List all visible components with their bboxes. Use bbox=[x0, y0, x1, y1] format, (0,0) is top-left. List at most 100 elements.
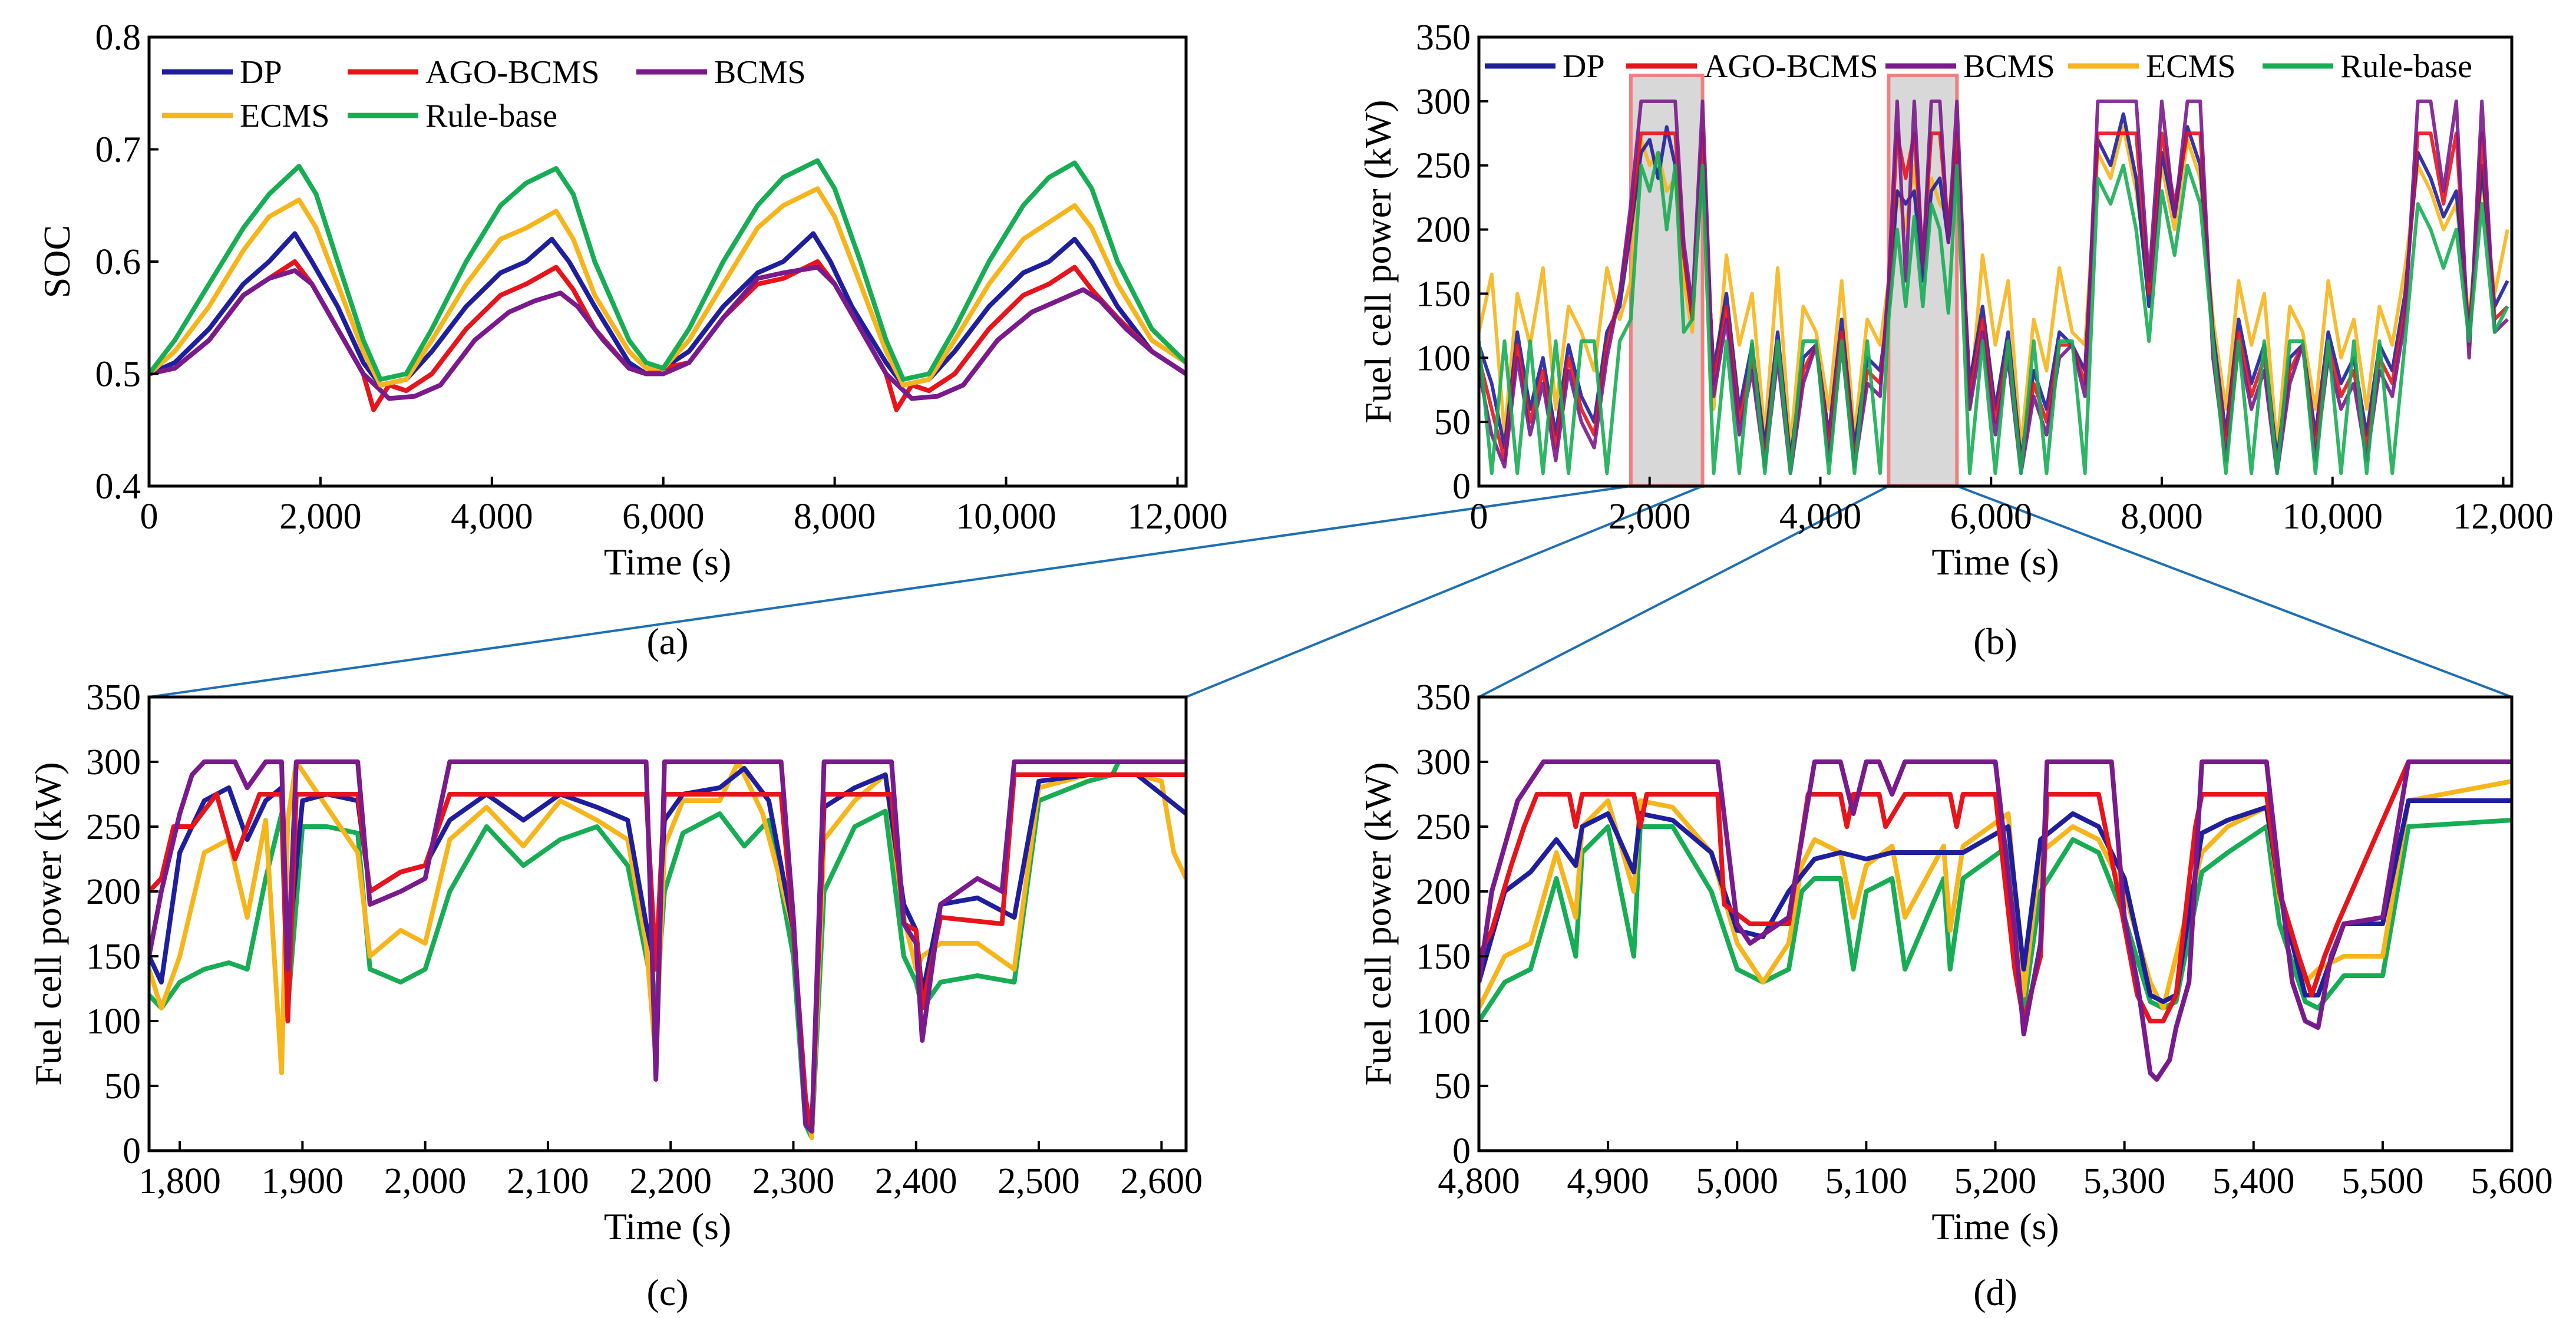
panel-a: 0 2,000 4,000 6,000 8,000 10,000 12,000 0.4 0.5 0… bbox=[36, 18, 1228, 662]
series-line-rule-base bbox=[1479, 818, 2512, 1023]
y-tick-label: 200 bbox=[1416, 210, 1471, 250]
x-tick-label: 1,800 bbox=[138, 1161, 221, 1201]
series-line-rule-base bbox=[1479, 150, 2509, 475]
series-line-ecms bbox=[149, 186, 1186, 388]
y-tick-label: 50 bbox=[1434, 1066, 1471, 1106]
x-tick-label: 8,000 bbox=[794, 497, 876, 537]
x-tick-label: 2,300 bbox=[752, 1161, 835, 1201]
series-line-bcms bbox=[1479, 759, 2512, 1082]
x-tick-label: 6,000 bbox=[1950, 497, 2033, 537]
x-tick-label: 5,300 bbox=[2083, 1161, 2166, 1201]
x-axis-label: Time (s) bbox=[1931, 1205, 2059, 1247]
x-tick-label: 5,200 bbox=[1954, 1161, 2037, 1201]
y-tick-label: 300 bbox=[86, 742, 141, 782]
x-tick-label: 2,000 bbox=[279, 497, 362, 537]
y-tick-label: 100 bbox=[1416, 1002, 1471, 1042]
legend-label: ECMS bbox=[2146, 48, 2236, 85]
zoom-connector-line-2 bbox=[1185, 485, 1703, 698]
x-tick-label: 4,000 bbox=[451, 497, 533, 537]
x-tick-label: 12,000 bbox=[1127, 497, 1228, 537]
x-axis-label: Time (s) bbox=[604, 541, 731, 583]
y-tick-label: 250 bbox=[86, 807, 141, 847]
x-tick-label: 4,000 bbox=[1779, 497, 1862, 537]
y-tick-label: 50 bbox=[1434, 402, 1471, 442]
zoom-connector-line-4 bbox=[1956, 485, 2512, 698]
legend-label: Rule-base bbox=[2340, 48, 2472, 85]
panel-d: 4,800 4,900 5,000 5,100 5,200 5,300 5,400 5,500… bbox=[1357, 678, 2553, 1313]
plot-frame bbox=[147, 695, 1188, 1152]
x-tick-label: 2,400 bbox=[875, 1161, 957, 1201]
x-tick-label: 8,000 bbox=[2121, 497, 2203, 537]
x-tick-label: 2,000 bbox=[384, 1161, 467, 1201]
panel-caption: (a) bbox=[646, 620, 688, 662]
y-tick-label: 200 bbox=[86, 872, 141, 912]
x-tick-label: 4,900 bbox=[1567, 1161, 1649, 1201]
x-tick-label: 10,000 bbox=[2283, 497, 2383, 537]
y-tick-label: 100 bbox=[1416, 338, 1471, 378]
legend-label: AGO-BCMS bbox=[425, 54, 600, 91]
y-tick-label: 0.5 bbox=[95, 355, 141, 395]
legend-b: DP AGO-BCMS BCMS ECMS Rule-base bbox=[1485, 48, 2472, 85]
x-tick-label: 2,100 bbox=[507, 1161, 589, 1201]
y-tick-label: 150 bbox=[1416, 274, 1471, 314]
legend-label: DP bbox=[240, 54, 282, 91]
x-tick-label: 6,000 bbox=[622, 497, 705, 537]
series-group bbox=[149, 158, 1186, 412]
y-tick-label: 0.4 bbox=[95, 467, 141, 507]
y-tick-label: 0.6 bbox=[95, 242, 141, 282]
zoom-connector-line-3 bbox=[1478, 485, 1890, 698]
panel-c: 1,800 1,900 2,000 2,100 2,200 2,300 2,400 2,500… bbox=[27, 678, 1203, 1313]
y-tick-label: 50 bbox=[104, 1066, 141, 1106]
legend-label: Rule-base bbox=[425, 98, 557, 134]
x-tick-label: 12,000 bbox=[2453, 497, 2554, 537]
panel-caption: (c) bbox=[646, 1271, 688, 1313]
panel-caption: (d) bbox=[1973, 1271, 2017, 1313]
y-tick-label: 0.8 bbox=[95, 18, 141, 58]
y-tick-label: 300 bbox=[1416, 742, 1471, 782]
x-tick-label: 5,600 bbox=[2471, 1161, 2553, 1201]
y-tick-label: 100 bbox=[86, 1002, 141, 1042]
x-tick-label: 10,000 bbox=[956, 497, 1056, 537]
zoom-overlay-layer bbox=[148, 485, 2512, 698]
legend-a: DP AGO-BCMS BCMS ECMS Rule-base bbox=[162, 54, 806, 134]
zoom-connector-line-1 bbox=[148, 485, 1632, 698]
plot-frame bbox=[1477, 35, 2514, 488]
x-tick-label: 2,600 bbox=[1121, 1161, 1203, 1201]
y-tick-label: 350 bbox=[1416, 678, 1471, 718]
y-axis-label: Fuel cell power (kW) bbox=[1357, 762, 1399, 1085]
legend-label: BCMS bbox=[1963, 48, 2055, 85]
y-axis-label: SOC bbox=[36, 225, 78, 299]
x-tick-label: 2,200 bbox=[629, 1161, 712, 1201]
x-tick-label: 5,400 bbox=[2212, 1161, 2295, 1201]
legend-label: BCMS bbox=[714, 54, 806, 91]
y-tick-label: 350 bbox=[86, 678, 141, 718]
x-tick-label: 2,000 bbox=[1609, 497, 1691, 537]
y-tick-label: 250 bbox=[1416, 807, 1471, 847]
y-tick-label: 200 bbox=[1416, 872, 1471, 912]
series-line-bcms bbox=[149, 265, 1186, 401]
series-line-rule-base bbox=[149, 158, 1186, 382]
x-axis-label: Time (s) bbox=[1931, 541, 2059, 583]
series-line-ago-bcms bbox=[1479, 759, 2512, 1023]
x-tick-label: 5,000 bbox=[1696, 1161, 1779, 1201]
y-tick-label: 0 bbox=[1452, 1131, 1471, 1171]
x-axis-label: Time (s) bbox=[604, 1205, 731, 1247]
x-tick-label: 2,500 bbox=[998, 1161, 1080, 1201]
y-axis-label: Fuel cell power (kW) bbox=[1357, 100, 1399, 423]
x-tick-label: 4,800 bbox=[1438, 1161, 1520, 1201]
y-tick-label: 350 bbox=[1416, 18, 1471, 58]
x-tick-label: 5,500 bbox=[2341, 1161, 2424, 1201]
series-line-ago-bcms bbox=[149, 772, 1186, 1134]
y-tick-label: 0.7 bbox=[95, 130, 141, 170]
y-tick-label: 150 bbox=[1416, 937, 1471, 977]
legend-label: AGO-BCMS bbox=[1704, 48, 1878, 85]
y-tick-label: 0 bbox=[123, 1131, 141, 1171]
x-tick-label: 1,900 bbox=[262, 1161, 344, 1201]
series-group bbox=[1479, 759, 2512, 1082]
series-group bbox=[1479, 99, 2509, 475]
x-tick-label: 0 bbox=[140, 497, 158, 537]
x-tick-label: 0 bbox=[1470, 497, 1488, 537]
y-axis-label: Fuel cell power (kW) bbox=[27, 762, 69, 1085]
y-tick-label: 300 bbox=[1416, 82, 1471, 122]
legend-label: DP bbox=[1563, 48, 1605, 85]
